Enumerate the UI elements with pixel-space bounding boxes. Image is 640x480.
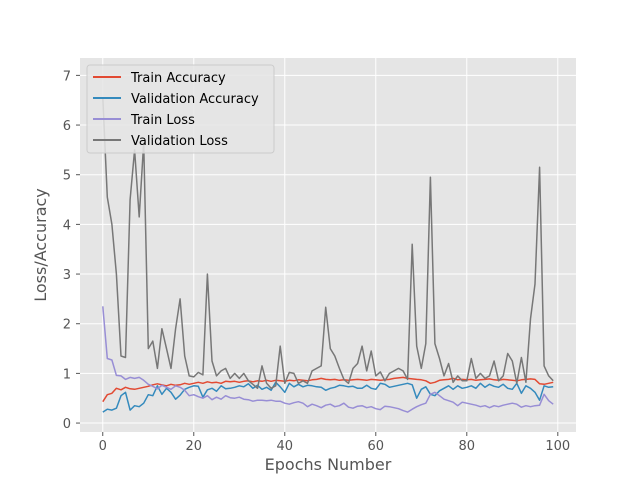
y-tick-label: 1	[63, 367, 71, 382]
y-tick-label: 2	[63, 318, 71, 333]
legend-box	[86, 64, 275, 154]
x-tick-label: 0	[99, 439, 107, 454]
legend-label-validation-loss: Validation Loss	[131, 134, 228, 149]
legend-label-validation-accuracy: Validation Accuracy	[131, 92, 259, 107]
x-tick-label: 100	[545, 439, 570, 454]
y-tick-label: 7	[63, 69, 71, 84]
x-tick-label: 80	[459, 439, 476, 454]
series-line-validation-loss	[102, 97, 554, 390]
y-tick-label: 3	[63, 268, 71, 283]
x-tick-label: 20	[185, 439, 202, 454]
y-axis-label: Loss/Accuracy	[31, 188, 50, 302]
x-tick-label: 60	[368, 439, 385, 454]
y-tick-label: 0	[63, 417, 71, 432]
legend: Train Accuracy Validation Accuracy Train L…	[86, 64, 275, 154]
x-axis-ticks: 0 20 40 60 80 100	[99, 432, 570, 454]
legend-label-train-accuracy: Train Accuracy	[130, 71, 226, 86]
series-lines	[102, 97, 554, 413]
y-tick-label: 4	[63, 218, 71, 233]
series-line-train-loss	[102, 306, 554, 413]
y-axis-ticks: 0 1 2 3 4 5 6 7	[63, 69, 80, 432]
x-axis-label: Epochs Number	[265, 455, 392, 474]
series-line-validation-accuracy	[102, 381, 554, 413]
x-tick-label: 40	[276, 439, 293, 454]
legend-label-train-loss: Train Loss	[130, 113, 195, 128]
y-tick-label: 5	[63, 169, 71, 184]
series-line-train-accuracy	[102, 376, 554, 403]
y-tick-label: 6	[63, 119, 71, 134]
